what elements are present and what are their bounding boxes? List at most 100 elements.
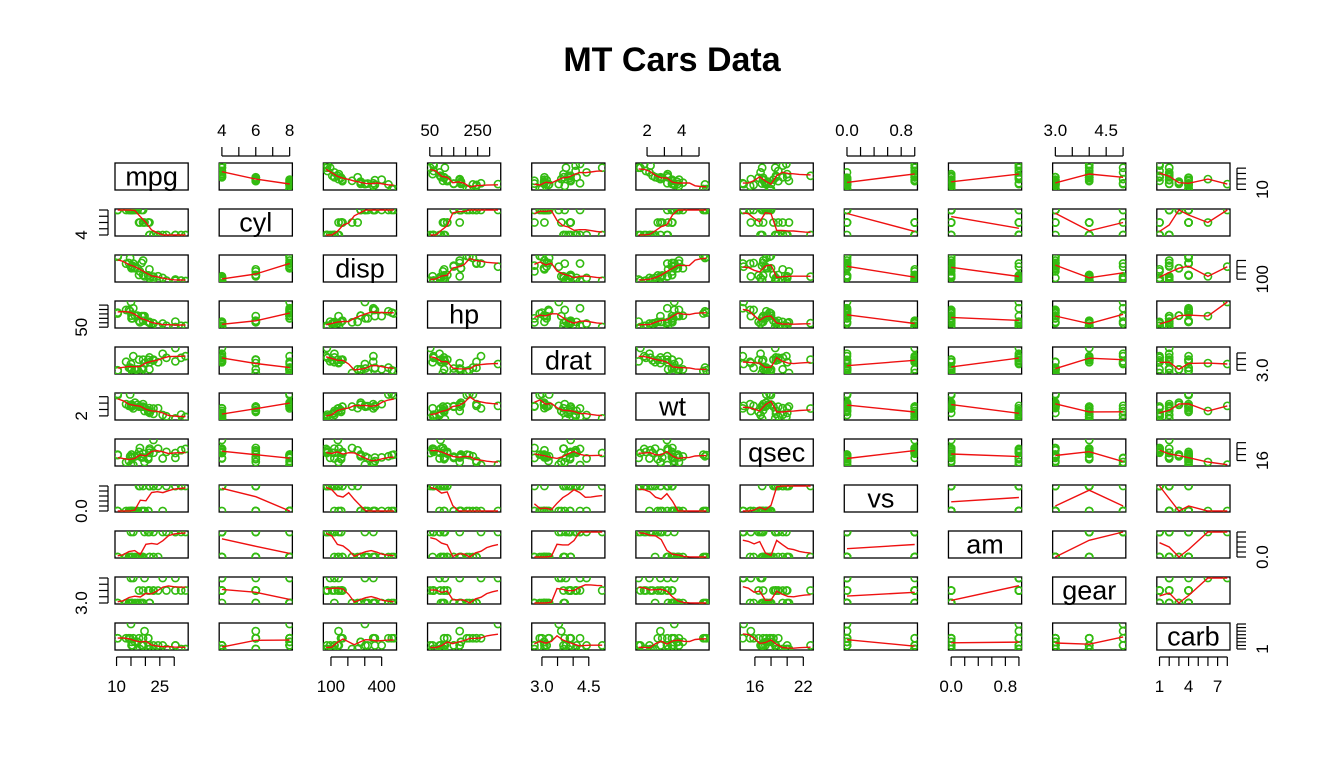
panel-hp-vs-disp (322, 300, 398, 329)
data-point (656, 485, 665, 491)
data-point (1164, 163, 1174, 173)
smooth-line (742, 264, 811, 279)
data-point (554, 460, 564, 466)
data-point (749, 552, 759, 558)
panel-gear-vs-qsec (739, 576, 814, 605)
smooth-line (638, 168, 707, 188)
panel-mpg-vs-hp (426, 162, 502, 191)
data-point (844, 552, 852, 558)
panel-qsec-vs-cyl (218, 438, 294, 467)
smooth-line (638, 450, 707, 460)
data-point (765, 633, 774, 643)
data-point (1052, 453, 1060, 462)
data-point (749, 258, 759, 268)
panel-hp-vs-drat (531, 300, 606, 329)
panel-mpg-vs-cyl (218, 162, 294, 191)
smooth-line (638, 355, 707, 371)
data-point (1084, 644, 1094, 650)
data-point (251, 485, 261, 491)
data-point (387, 393, 397, 399)
data-point (170, 531, 180, 537)
data-point (219, 531, 227, 537)
data-point (1084, 411, 1094, 420)
data-point (540, 453, 549, 462)
panel-frame (739, 438, 814, 467)
data-point (170, 356, 180, 366)
data-point (330, 641, 339, 650)
data-point (384, 633, 393, 643)
data-point (1164, 531, 1174, 537)
smooth-line (951, 585, 1020, 602)
data-point (285, 175, 293, 185)
data-point (429, 411, 439, 420)
data-point (758, 586, 768, 595)
variable-label-cyl: cyl (239, 208, 272, 238)
data-point (1014, 448, 1022, 458)
data-point (1014, 163, 1022, 173)
data-point (1052, 644, 1060, 650)
smooth-line (430, 168, 499, 188)
data-point (1184, 598, 1193, 604)
smooth-line (1159, 403, 1228, 414)
panel-frame (947, 392, 1023, 421)
data-point (427, 276, 435, 282)
data-point (1084, 641, 1094, 650)
data-point (1014, 218, 1022, 227)
data-point (674, 364, 684, 374)
data-point (1184, 577, 1193, 583)
smooth-line (325, 398, 394, 417)
data-point (1174, 598, 1184, 604)
data-point (127, 552, 136, 558)
data-point (126, 460, 136, 466)
panel-carb-vs-hp (426, 622, 502, 651)
data-point (531, 313, 539, 323)
data-point (531, 218, 539, 227)
data-point (1118, 414, 1126, 420)
data-point (667, 443, 677, 453)
data-point (427, 347, 435, 353)
panel-mpg-vs-disp (322, 162, 398, 191)
data-point (333, 439, 343, 445)
data-point (700, 306, 710, 316)
panel-frame (947, 162, 1023, 191)
data-point (561, 414, 571, 420)
data-point (1184, 184, 1193, 190)
data-point (493, 577, 501, 583)
panel-frame (1156, 300, 1231, 329)
data-point (781, 531, 791, 537)
data-point (449, 641, 459, 650)
data-point (325, 577, 335, 583)
data-point (476, 577, 486, 583)
data-point (784, 218, 794, 227)
data-point (701, 184, 710, 190)
smooth-line (117, 637, 186, 648)
smooth-line (1159, 265, 1228, 278)
panel-frame (531, 438, 606, 467)
data-point (329, 552, 339, 558)
tick-label: 4.5 (577, 677, 601, 696)
data-point (455, 626, 465, 636)
panel-carb-vs-mpg (114, 622, 189, 651)
panel-gear-vs-drat (531, 576, 606, 605)
data-point (334, 531, 343, 537)
data-point (948, 644, 956, 650)
data-point (219, 172, 227, 182)
data-point (440, 163, 450, 173)
data-point (125, 393, 135, 399)
data-point (153, 485, 163, 491)
data-point (138, 552, 148, 558)
data-point (285, 364, 293, 374)
data-point (251, 443, 261, 453)
variable-label-carb: carb (1167, 622, 1220, 652)
data-point (493, 531, 501, 537)
data-point (746, 218, 756, 227)
data-point (910, 218, 918, 227)
data-point (910, 552, 918, 558)
data-point (285, 404, 293, 413)
data-point (1164, 586, 1174, 595)
panel-frame (947, 622, 1023, 651)
panel-vs-vs-am (947, 484, 1023, 513)
panel-am-vs-wt (635, 530, 710, 559)
data-point (749, 633, 759, 643)
